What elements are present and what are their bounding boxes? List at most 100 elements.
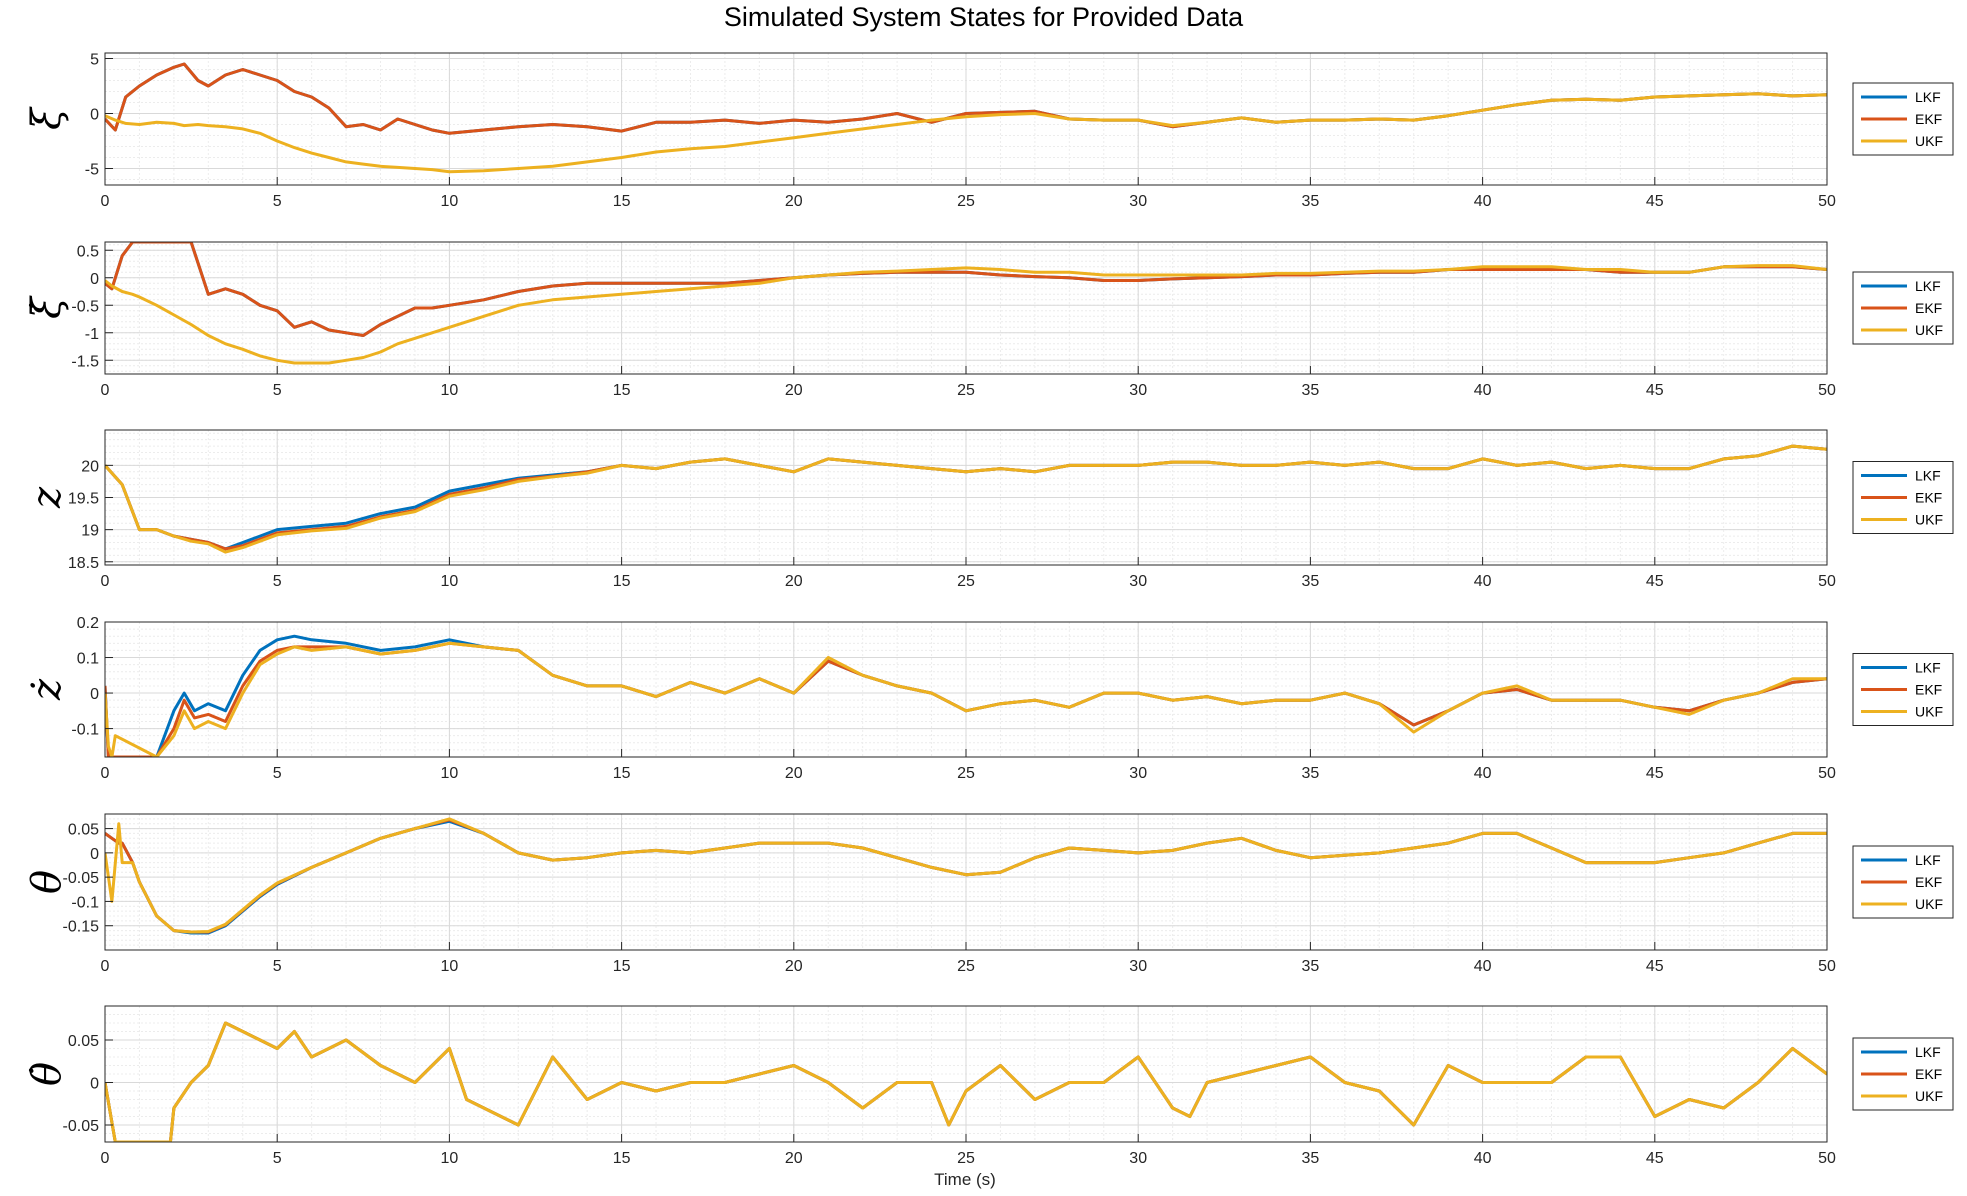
series-group [105,62,1827,174]
x-tick-label: 40 [1474,193,1492,210]
x-tick-label: 10 [441,573,459,590]
legend: LKF EKF UKF [1852,271,1954,345]
x-tick-label: 20 [785,1150,803,1167]
legend-label: EKF [1915,111,1942,127]
y-tick-label: -0.1 [71,722,99,739]
y-tick-label: 0 [90,107,99,124]
x-tick-label: 50 [1818,765,1836,782]
x-tick-label: 45 [1646,1150,1664,1167]
series-line-ukf [105,444,1827,554]
x-tick-label: 30 [1129,765,1147,782]
x-tick-label: 30 [1129,382,1147,399]
legend-label: UKF [1915,1088,1943,1104]
x-tick-label: 50 [1818,1150,1836,1167]
y-axis-label: ż [24,678,70,701]
x-tick-label: 15 [613,573,631,590]
series-line-ukf [105,817,1827,934]
x-tick-label: 40 [1474,765,1492,782]
x-tick-label: 25 [957,382,975,399]
x-tick-label: 5 [273,1150,282,1167]
y-tick-label: 0.5 [77,243,99,260]
y-tick-label: -1.5 [71,353,99,370]
y-tick-label: -0.15 [63,919,100,936]
y-tick-label: -0.5 [71,298,99,315]
legend-label: UKF [1915,322,1943,338]
x-tick-label: 0 [101,765,110,782]
x-tick-label: 10 [441,1150,459,1167]
x-tick-label: 10 [441,382,459,399]
y-tick-label: 0 [90,686,99,703]
y-tick-label: 18.5 [68,555,99,572]
y-tick-label: 0 [90,846,99,863]
x-tick-label: 30 [1129,193,1147,210]
x-tick-label: 10 [441,193,459,210]
y-tick-label: -0.05 [63,870,100,887]
x-tick-label: 5 [273,193,282,210]
x-tick-label: 20 [785,193,803,210]
y-axis-label: θ [24,870,70,894]
x-tick-label: 15 [613,382,631,399]
legend: LKF EKF UKF [1852,82,1954,156]
x-tick-label: 0 [101,1150,110,1167]
y-tick-label: 5 [90,52,99,69]
series-line-ukf [105,641,1827,757]
legend-label: UKF [1915,133,1943,149]
legend-label: LKF [1915,278,1941,294]
y-tick-label: 20 [81,458,99,475]
x-tick-label: 10 [441,958,459,975]
y-axis-label: ξ [24,106,70,130]
x-tick-label: 30 [1129,573,1147,590]
y-tick-label: 0.05 [68,822,99,839]
legend-label: LKF [1915,1044,1941,1060]
legend-label: EKF [1915,300,1942,316]
x-tick-label: 25 [957,193,975,210]
legend-label: EKF [1915,874,1942,890]
x-tick-label: 20 [785,573,803,590]
x-tick-label: 50 [1818,193,1836,210]
x-tick-label: 40 [1474,1150,1492,1167]
x-tick-label: 30 [1129,958,1147,975]
series-group [105,817,1827,935]
series-group [105,444,1827,554]
x-tick-label: 35 [1302,193,1320,210]
y-tick-label: 0.1 [77,651,99,668]
subplot-2: 0 5 10 15 20 25 30 35 40 45 50 0.5 0 -0.5 -1 -1.5 ξ̇ LKF E… [24,241,1954,399]
x-axis-label: Time (s) [934,1170,996,1189]
x-tick-label: 50 [1818,382,1836,399]
x-tick-label: 5 [273,765,282,782]
legend: LKF EKF UKF [1852,653,1954,726]
y-tick-label: 19.5 [68,491,99,508]
x-tick-label: 20 [785,382,803,399]
x-tick-label: 25 [957,1150,975,1167]
subplot-3: 0 5 10 15 20 25 30 35 40 45 50 20 19.5 19 18.5 z LKF EKF U… [24,429,1954,590]
x-tick-label: 30 [1129,1150,1147,1167]
legend-label: LKF [1915,660,1941,676]
y-tick-label: 0 [90,1076,99,1093]
x-tick-label: 25 [957,958,975,975]
x-tick-label: 15 [613,1150,631,1167]
x-tick-label: 5 [273,382,282,399]
y-tick-label: -1 [85,326,99,343]
x-tick-label: 35 [1302,765,1320,782]
legend-label: UKF [1915,896,1943,912]
y-tick-label: 19 [81,523,99,540]
x-tick-label: 0 [101,958,110,975]
x-tick-label: 45 [1646,382,1664,399]
x-tick-label: 15 [613,193,631,210]
x-tick-label: 20 [785,958,803,975]
series-group [105,634,1827,757]
y-tick-label: -0.1 [71,894,99,911]
series-line-ukf [105,1021,1827,1142]
x-tick-label: 35 [1302,1150,1320,1167]
series-group [105,1021,1827,1142]
x-tick-label: 5 [273,573,282,590]
y-axis-label: θ̇ [24,1062,70,1086]
legend-label: UKF [1915,704,1943,720]
subplot-6: 0 5 10 15 20 25 30 35 40 45 500.050-0.05θ̇LKFEKFUK… [24,1005,1954,1167]
legend: LKF EKF UKF [1852,1037,1954,1111]
x-tick-label: 0 [101,382,110,399]
legend-label: EKF [1915,1066,1942,1082]
y-tick-label: -0.05 [63,1118,100,1135]
legend-label: LKF [1915,852,1941,868]
